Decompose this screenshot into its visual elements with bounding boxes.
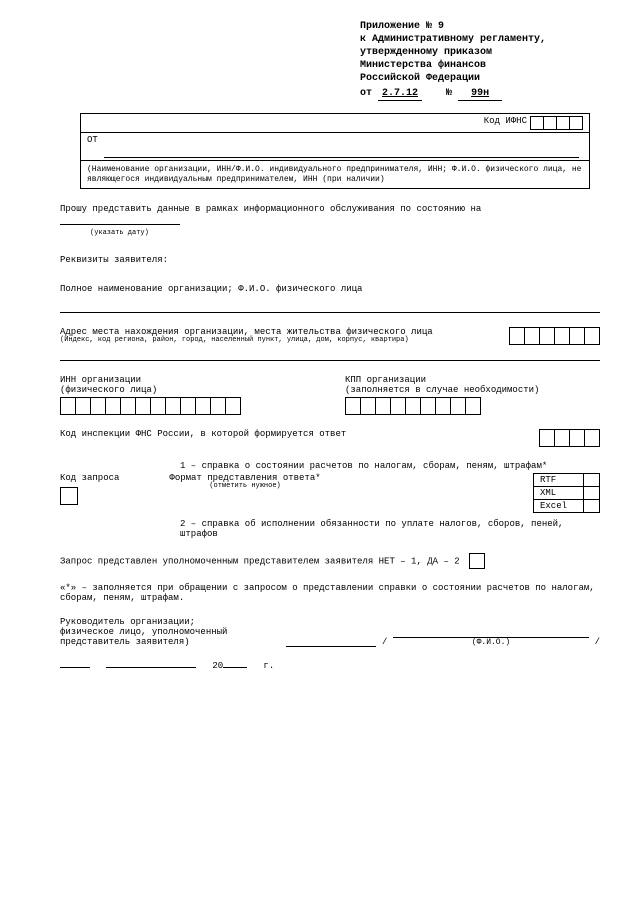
day-field[interactable] bbox=[60, 667, 90, 668]
inn-kpp-row: ИНН организации (физического лица) КПП о… bbox=[60, 375, 600, 415]
sender-box: Код ИФНС ОТ (Наименование организации, И… bbox=[80, 113, 590, 189]
kod-zaprosa-label: Код запроса bbox=[60, 473, 119, 483]
requisites-label: Реквизиты заявителя: bbox=[60, 254, 600, 268]
kod-zaprosa-box[interactable] bbox=[60, 487, 78, 505]
kod-ifns-label: Код ИФНС bbox=[484, 116, 531, 130]
month-field[interactable] bbox=[106, 667, 196, 668]
full-name-label: Полное наименование организации; Ф.И.О. … bbox=[60, 283, 600, 297]
signature-row: Руководитель организации; физическое лиц… bbox=[60, 617, 600, 647]
inspection-cells[interactable] bbox=[539, 429, 600, 447]
signer-l1: Руководитель организации; bbox=[60, 617, 280, 627]
header-line: к Административному регламенту, bbox=[360, 33, 600, 46]
address-line[interactable] bbox=[60, 349, 600, 361]
format-excel-box[interactable] bbox=[584, 499, 600, 512]
request-text: Прошу представить данные в рамках информ… bbox=[60, 203, 600, 238]
date-value: 2.7.12 bbox=[378, 87, 422, 101]
kpp-block: КПП организации (заполняется в случае не… bbox=[345, 375, 600, 415]
kod-zaprosa-block: Код запроса bbox=[60, 473, 119, 505]
year-prefix: 20 bbox=[212, 661, 223, 671]
kpp-cells[interactable] bbox=[345, 397, 600, 415]
footnote: «*» – заполняется при обращении с запрос… bbox=[60, 583, 600, 603]
sig-line[interactable] bbox=[286, 635, 376, 647]
format-xml-box[interactable] bbox=[584, 486, 600, 499]
year-field[interactable] bbox=[223, 667, 247, 668]
date-signature: 20 г. bbox=[60, 661, 600, 671]
year-suffix: г. bbox=[263, 661, 274, 671]
inspection-label: Код инспекции ФНС России, в которой форм… bbox=[60, 429, 529, 439]
inn-block: ИНН организации (физического лица) bbox=[60, 375, 315, 415]
request-line: Прошу представить данные в рамках информ… bbox=[60, 204, 481, 214]
header-line: утвержденному приказом bbox=[360, 46, 600, 59]
format-table: RTF XML Excel bbox=[533, 473, 600, 513]
fio-line[interactable] bbox=[393, 626, 588, 638]
slash: / bbox=[382, 637, 387, 647]
sig-col-1 bbox=[286, 635, 376, 647]
inn-sub: (физического лица) bbox=[60, 385, 315, 395]
format-xml: XML bbox=[534, 486, 584, 499]
ot-label: ОТ bbox=[87, 135, 98, 158]
appendix-header: Приложение № 9 к Административному регла… bbox=[360, 20, 600, 101]
representative-text: Запрос представлен уполномоченным предст… bbox=[60, 556, 460, 566]
format-rtf-box[interactable] bbox=[584, 473, 600, 486]
format-rtf: RTF bbox=[534, 473, 584, 486]
ot-row: ОТ bbox=[81, 133, 589, 161]
fio-hint: (Ф.И.О.) bbox=[393, 638, 588, 647]
format-row: Код запроса Формат представления ответа*… bbox=[60, 473, 600, 513]
representative-row: Запрос представлен уполномоченным предст… bbox=[60, 553, 600, 569]
kod-ifns-cells[interactable] bbox=[531, 116, 583, 130]
inn-cells[interactable] bbox=[60, 397, 315, 415]
slash: / bbox=[595, 637, 600, 647]
request-date-field[interactable] bbox=[60, 224, 180, 225]
address-index-cells[interactable] bbox=[509, 327, 600, 345]
ot-label: от bbox=[360, 88, 372, 99]
inspection-row: Код инспекции ФНС России, в которой форм… bbox=[60, 429, 600, 447]
option-2: 2 – справка об исполнении обязанности по… bbox=[180, 519, 600, 539]
address-label-block: Адрес места нахождения организации, мест… bbox=[60, 327, 499, 345]
inn-label: ИНН организации bbox=[60, 375, 315, 385]
signer-block: Руководитель организации; физическое лиц… bbox=[60, 617, 280, 647]
header-line: Российской Федерации bbox=[360, 72, 600, 85]
option-1: 1 – справка о состоянии расчетов по нало… bbox=[180, 461, 600, 471]
kpp-sub: (заполняется в случае необходимости) bbox=[345, 385, 600, 395]
format-label-block: Формат представления ответа* (отметить н… bbox=[169, 473, 320, 491]
representative-box[interactable] bbox=[469, 553, 485, 569]
num-value: 99н bbox=[458, 87, 502, 101]
kpp-label: КПП организации bbox=[345, 375, 600, 385]
signer-l2: физическое лицо, уполномоченный bbox=[60, 627, 280, 637]
address-row: Адрес места нахождения организации, мест… bbox=[60, 327, 600, 345]
header-date-line: от 2.7.12 № 99н bbox=[360, 87, 600, 101]
request-date-hint: (указать дату) bbox=[90, 230, 600, 238]
signer-l3: представитель заявителя) bbox=[60, 637, 280, 647]
ot-line[interactable] bbox=[104, 145, 579, 158]
sig-col-2: (Ф.И.О.) bbox=[393, 626, 588, 647]
format-excel: Excel bbox=[534, 499, 584, 512]
document-page: Приложение № 9 к Административному регла… bbox=[0, 0, 640, 691]
full-name-line[interactable] bbox=[60, 301, 600, 313]
sender-hint: (Наименование организации, ИНН/Ф.И.О. ин… bbox=[81, 161, 589, 188]
kod-ifns-row: Код ИФНС bbox=[81, 114, 589, 133]
num-label: № bbox=[446, 88, 452, 99]
appendix-title: Приложение № 9 bbox=[360, 20, 600, 33]
address-hint: (Индекс, код региона, район, город, насе… bbox=[60, 337, 499, 345]
format-hint: (отметить нужное) bbox=[169, 483, 320, 491]
header-line: Министерства финансов bbox=[360, 59, 600, 72]
